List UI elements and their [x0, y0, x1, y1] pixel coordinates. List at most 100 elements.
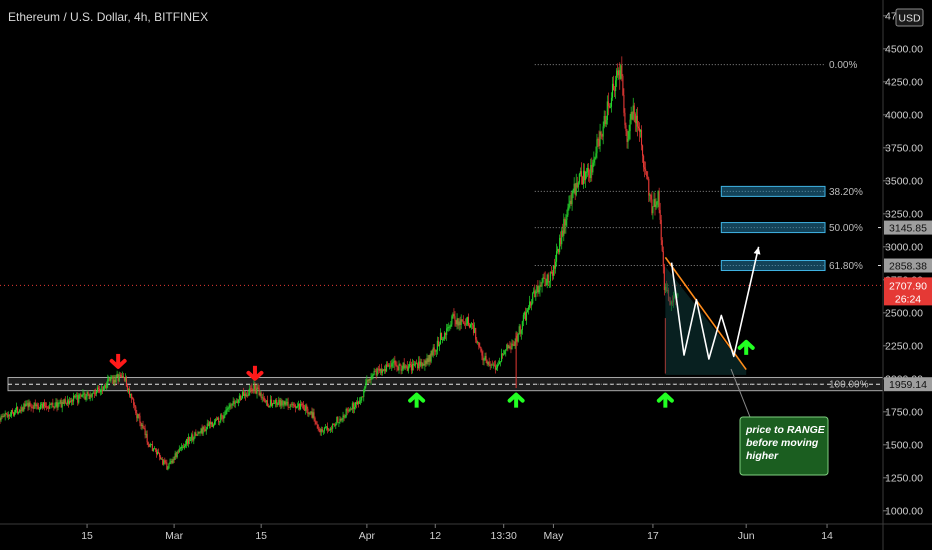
candle-body [324, 427, 326, 428]
candle-body [401, 369, 403, 371]
candle [559, 234, 561, 255]
candle-body [288, 407, 290, 408]
candle-body [349, 408, 351, 410]
candle [324, 423, 326, 429]
range-shade [665, 266, 747, 375]
candle [289, 403, 291, 410]
candle-body [494, 365, 496, 370]
candle [218, 416, 220, 426]
candle [619, 62, 621, 90]
candle-body [199, 432, 201, 434]
candle [16, 402, 18, 414]
candle-body [562, 230, 564, 236]
candle-body [69, 401, 72, 403]
candle [0, 414, 2, 423]
price-tick-label: 1500.00 [885, 439, 923, 451]
candle [448, 322, 450, 332]
candle [155, 448, 158, 458]
candle-body [76, 395, 78, 397]
candle-body [41, 404, 44, 408]
candle [567, 203, 569, 217]
candle-body [313, 412, 315, 419]
price-tag-bg [884, 258, 932, 273]
candle [435, 349, 437, 357]
candle-body [330, 428, 332, 430]
candle [94, 388, 96, 397]
candle [89, 391, 91, 402]
candle-body [373, 370, 375, 375]
candle-body [258, 388, 260, 395]
candle [447, 324, 449, 332]
candle [512, 340, 514, 347]
candle-body [489, 365, 491, 366]
candle-body [151, 444, 153, 451]
candle-body [397, 366, 399, 371]
candle [434, 349, 436, 355]
candle-body [394, 360, 396, 365]
time-tick-label: Jun [738, 530, 755, 542]
candle [90, 393, 92, 399]
candle-body [617, 70, 619, 76]
candle [137, 413, 139, 422]
candle-body [473, 325, 475, 333]
candle-body [433, 347, 435, 351]
candle [500, 361, 502, 367]
candle-body [465, 323, 467, 325]
candle [196, 434, 198, 437]
candle-body [445, 332, 447, 336]
candle [124, 373, 126, 383]
candle [298, 403, 301, 411]
candle-body [559, 237, 561, 253]
candle [192, 430, 194, 442]
candle [87, 390, 89, 396]
candle [296, 402, 298, 409]
candle [199, 431, 201, 437]
candle-body [439, 332, 442, 345]
candle [419, 356, 421, 372]
candle [198, 431, 200, 434]
candle [410, 361, 412, 375]
candle [571, 190, 573, 211]
candle [508, 344, 510, 349]
candle [110, 374, 112, 383]
candle [644, 161, 646, 178]
candle [53, 405, 55, 411]
candle-body [269, 399, 272, 406]
candle [561, 226, 563, 250]
candle [398, 360, 400, 374]
candles-layer [0, 56, 679, 471]
candle [509, 340, 511, 350]
candle [485, 352, 487, 364]
candle [154, 448, 157, 453]
candle-body [284, 401, 286, 405]
candle [116, 370, 118, 378]
candle [543, 272, 545, 279]
candle [185, 438, 188, 449]
candle-body [620, 65, 622, 79]
candle-body [653, 199, 655, 207]
candle-body [208, 421, 210, 426]
candle-body [275, 400, 277, 404]
candle [350, 408, 352, 411]
candle-body [139, 415, 141, 423]
candle [212, 423, 215, 429]
candle-body [426, 358, 428, 364]
candle [503, 349, 505, 356]
candle [562, 223, 564, 238]
candle-body [350, 408, 352, 410]
candle [121, 371, 123, 378]
candle [259, 390, 261, 397]
candle-body [346, 409, 348, 411]
candle-body [418, 361, 420, 369]
candle [91, 392, 93, 401]
candle [26, 400, 28, 406]
candle [466, 316, 468, 326]
candle [93, 389, 95, 399]
candle [526, 308, 529, 313]
candle [443, 336, 445, 341]
currency-button[interactable]: USD [895, 8, 924, 27]
candle-body [477, 342, 479, 344]
candle [360, 396, 362, 406]
support-arrow [507, 392, 525, 408]
